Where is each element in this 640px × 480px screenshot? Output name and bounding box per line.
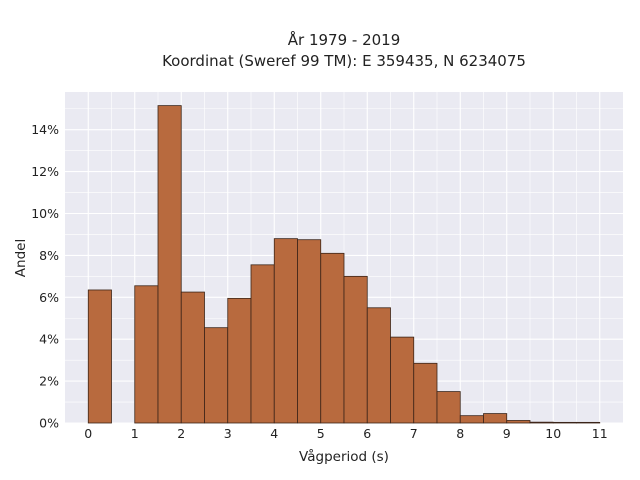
chart-title-line1: År 1979 - 2019 [288, 30, 401, 49]
histogram-bar [552, 421, 577, 424]
histogram-bar [413, 362, 438, 424]
histogram-bar [250, 264, 275, 424]
x-tick-label: 5 [317, 426, 325, 441]
histogram-bar [320, 252, 345, 424]
histogram-bar [157, 105, 182, 424]
histogram-bar [459, 415, 484, 424]
histogram-bar [390, 336, 415, 424]
y-axis-label: Andel [13, 239, 29, 277]
x-axis-label: Vågperiod (s) [299, 448, 389, 465]
y-tick-label: 8% [39, 248, 59, 263]
y-tick-label: 2% [39, 374, 59, 389]
y-tick-label: 14% [31, 122, 59, 137]
y-tick-labels: 0% 2% 4% 6% 8% 10% 12% 14% [31, 122, 59, 430]
x-tick-labels: 0 1 2 3 4 5 6 7 8 9 10 11 [84, 426, 607, 441]
x-tick-label: 4 [270, 426, 278, 441]
histogram-bar [227, 297, 252, 424]
histogram-bar [366, 307, 391, 424]
histogram-bar [506, 420, 531, 424]
x-tick-label: 10 [545, 426, 561, 441]
x-tick-label: 11 [592, 426, 608, 441]
histogram-bar [87, 289, 112, 424]
histogram-bar [436, 391, 461, 424]
chart-title-line2: Koordinat (Sweref 99 TM): E 359435, N 62… [162, 52, 526, 70]
histogram-bar [576, 421, 601, 424]
x-tick-label: 3 [224, 426, 232, 441]
y-tick-label: 0% [39, 416, 59, 431]
histogram-bar [343, 275, 368, 424]
y-tick-label: 6% [39, 290, 59, 305]
y-tick-label: 10% [31, 206, 59, 221]
x-tick-label: 7 [410, 426, 418, 441]
x-tick-label: 1 [131, 426, 139, 441]
x-tick-label: 0 [84, 426, 92, 441]
histogram-bar [180, 291, 205, 424]
x-tick-label: 2 [177, 426, 185, 441]
histogram-bar [529, 421, 554, 424]
histogram-bar [273, 238, 298, 424]
histogram-bar [483, 413, 508, 424]
x-tick-label: 6 [363, 426, 371, 441]
y-tick-label: 4% [39, 332, 59, 347]
histogram-bar [297, 239, 322, 424]
histogram-bar [204, 327, 229, 424]
x-tick-label: 8 [456, 426, 464, 441]
y-tick-label: 12% [31, 164, 59, 179]
histogram-bar [134, 285, 159, 424]
bars [87, 105, 601, 424]
x-tick-label: 9 [503, 426, 511, 441]
